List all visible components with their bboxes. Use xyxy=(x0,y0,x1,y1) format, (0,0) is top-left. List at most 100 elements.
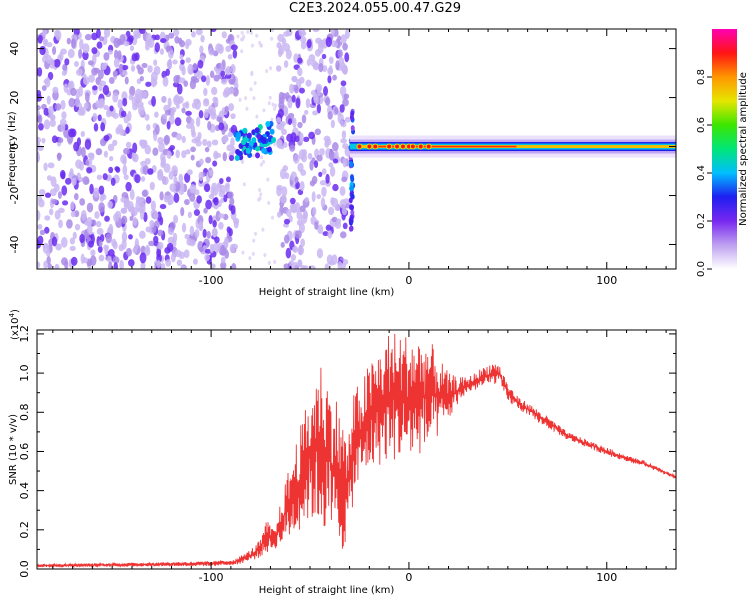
noise-blob xyxy=(113,49,119,60)
noise-blob xyxy=(285,247,292,259)
noise-blob xyxy=(160,38,167,44)
noise-blob xyxy=(96,174,103,180)
noise-blob xyxy=(286,209,292,217)
noise-blob xyxy=(193,98,200,105)
noise-blob xyxy=(327,75,332,84)
noise-blob xyxy=(99,195,105,202)
noise-blob xyxy=(339,85,347,97)
noise-blob xyxy=(227,87,235,95)
noise-blob xyxy=(89,183,94,195)
disturbance-blob xyxy=(254,127,260,134)
tone-spot xyxy=(425,143,432,150)
noise-blob xyxy=(123,147,130,155)
noise-blob xyxy=(124,76,129,85)
noise-blob xyxy=(291,76,298,83)
noise-blob xyxy=(54,263,60,269)
disturbance-blob xyxy=(261,136,267,143)
x-axis-label: Height of straight line (km) xyxy=(259,585,395,596)
tone-spot xyxy=(399,143,406,150)
noise-blob xyxy=(320,197,326,208)
noise-blob xyxy=(96,227,104,235)
noise-blob xyxy=(276,138,282,149)
noise-blob xyxy=(37,67,43,77)
noise-blob xyxy=(300,36,307,44)
noise-blob xyxy=(206,230,211,239)
noise-blob xyxy=(87,60,94,66)
noise-blob xyxy=(79,198,86,206)
gap-blob xyxy=(253,81,257,86)
noise-blob xyxy=(51,236,58,247)
noise-blob xyxy=(108,223,114,235)
disturbance-blob xyxy=(242,127,248,134)
noise-blob xyxy=(70,201,75,211)
noise-blob xyxy=(144,144,152,155)
noise-blob xyxy=(197,131,202,141)
colorbar-tick-label: 0.4 xyxy=(696,165,707,181)
noise-blob xyxy=(82,43,90,54)
noise-blob xyxy=(202,138,208,146)
noise-blob xyxy=(184,233,190,240)
noise-blob xyxy=(51,198,58,205)
noise-blob xyxy=(137,67,144,75)
noise-blob xyxy=(100,122,106,132)
noise-blob xyxy=(82,76,90,86)
noise-blob xyxy=(201,75,207,83)
noise-blob xyxy=(95,100,101,109)
noise-blob xyxy=(97,114,102,122)
noise-blob xyxy=(85,92,90,103)
noise-blob xyxy=(140,261,146,269)
noise-blob xyxy=(97,69,104,80)
noise-blob xyxy=(332,158,339,164)
noise-blob xyxy=(216,184,223,193)
noise-blob xyxy=(175,149,180,159)
gap-blob xyxy=(258,40,262,45)
noise-blob xyxy=(59,118,67,126)
noise-blob xyxy=(37,109,40,117)
noise-blob xyxy=(84,138,92,150)
noise-blob xyxy=(81,146,86,158)
noise-blob xyxy=(109,155,114,162)
noise-blob xyxy=(187,63,194,75)
noise-blob xyxy=(300,238,305,248)
noise-blob xyxy=(173,192,180,204)
noise-blob xyxy=(127,110,132,122)
noise-blob xyxy=(110,177,116,187)
noise-blob xyxy=(86,216,93,227)
noise-blob xyxy=(225,176,231,183)
tone-band-peak xyxy=(369,145,517,148)
noise-blob xyxy=(337,261,343,269)
noise-blob xyxy=(298,76,305,84)
noise-blob xyxy=(132,247,138,254)
noise-blob xyxy=(127,259,135,267)
noise-blob xyxy=(102,84,110,96)
noise-blob xyxy=(290,254,297,262)
noise-blob xyxy=(334,107,339,115)
gap-blob xyxy=(273,106,277,111)
noise-blob xyxy=(58,219,63,229)
noise-blob xyxy=(204,253,210,262)
noise-blob xyxy=(279,168,287,180)
noise-blob xyxy=(48,208,54,216)
noise-blob xyxy=(157,241,164,250)
noise-blob xyxy=(170,252,176,263)
noise-blob xyxy=(38,195,43,204)
noise-blob xyxy=(311,191,316,203)
noise-blob xyxy=(125,247,132,257)
noise-blob xyxy=(170,106,177,113)
x-tick-label: 0 xyxy=(405,274,412,287)
colorbar-tick-label: 0.0 xyxy=(696,261,707,277)
noise-blob xyxy=(190,146,196,153)
noise-blob xyxy=(132,216,138,226)
noise-blob xyxy=(189,184,197,194)
noise-blob xyxy=(104,215,110,222)
noise-blob xyxy=(106,174,112,182)
noise-blob xyxy=(141,62,148,69)
noise-blob xyxy=(316,154,323,162)
gap-blob xyxy=(270,117,274,122)
noise-blob xyxy=(344,29,350,39)
noise-blob xyxy=(317,224,324,235)
colorbar: 0.0 0.2 0.4 0.6 0.8 Normalized spectral ampli… xyxy=(696,29,749,277)
noise-blob xyxy=(161,96,167,103)
noise-blob xyxy=(287,112,295,119)
noise-blob xyxy=(330,119,336,129)
